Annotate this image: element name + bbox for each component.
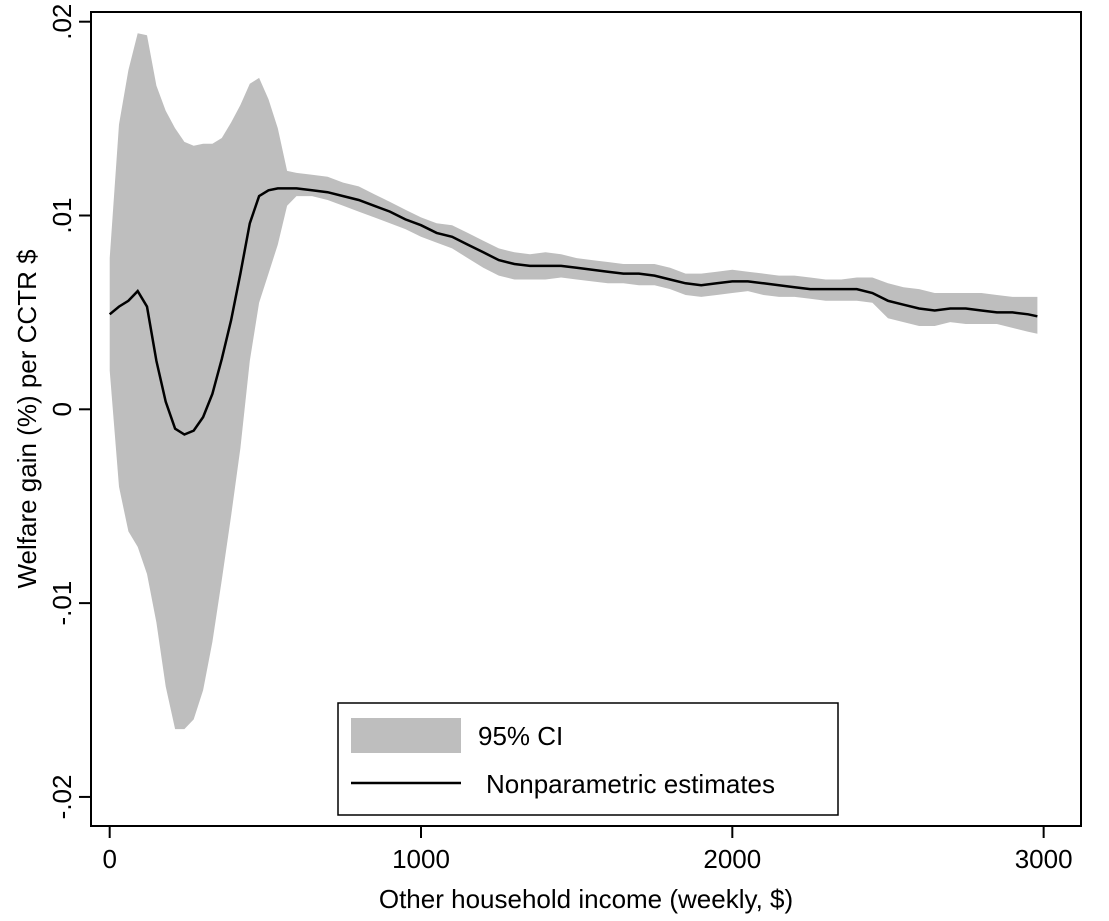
x-axis-title: Other household income (weekly, $) [379, 884, 793, 914]
y-tick-label: .01 [47, 197, 77, 233]
x-tick-label: 3000 [1015, 844, 1073, 874]
y-tick-label: 0 [47, 402, 77, 416]
x-tick-label: 2000 [703, 844, 761, 874]
legend: 95% CI Nonparametric estimates [338, 703, 838, 815]
y-tick-label: -.01 [47, 581, 77, 626]
x-tick-label: 1000 [392, 844, 450, 874]
legend-label-estimate: Nonparametric estimates [486, 769, 775, 799]
legend-label-ci: 95% CI [478, 721, 563, 751]
y-axis-title: Welfare gain (%) per CCTR $ [12, 249, 42, 589]
y-tick-label: .02 [47, 4, 77, 40]
y-tick-label: -.02 [47, 775, 77, 820]
x-tick-label: 0 [102, 844, 116, 874]
legend-swatch-ci [351, 718, 461, 753]
